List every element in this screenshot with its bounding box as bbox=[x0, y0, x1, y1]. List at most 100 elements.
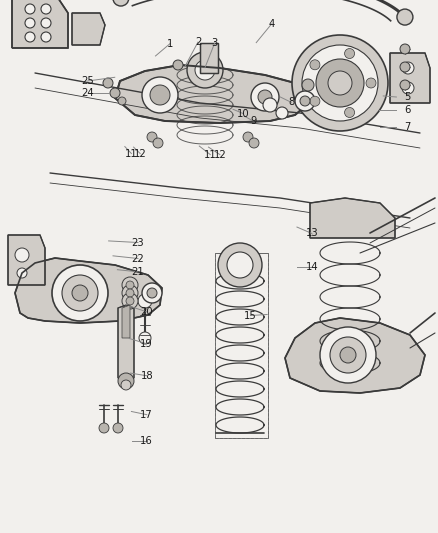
Polygon shape bbox=[200, 43, 218, 73]
Circle shape bbox=[25, 18, 35, 28]
Circle shape bbox=[62, 275, 98, 311]
Text: 10: 10 bbox=[237, 109, 249, 118]
Circle shape bbox=[400, 80, 410, 90]
Circle shape bbox=[126, 281, 134, 289]
Circle shape bbox=[310, 96, 320, 106]
Circle shape bbox=[122, 285, 138, 301]
Text: 5: 5 bbox=[404, 92, 410, 102]
Circle shape bbox=[258, 90, 272, 104]
Text: 12: 12 bbox=[134, 149, 147, 158]
Text: 11: 11 bbox=[204, 150, 217, 159]
Text: 20: 20 bbox=[141, 307, 153, 317]
Polygon shape bbox=[8, 235, 45, 285]
Text: 18: 18 bbox=[141, 371, 153, 381]
Circle shape bbox=[400, 62, 410, 72]
Text: 22: 22 bbox=[131, 254, 145, 263]
Circle shape bbox=[150, 85, 170, 105]
Text: 17: 17 bbox=[140, 410, 153, 419]
Text: 12: 12 bbox=[213, 150, 226, 159]
Circle shape bbox=[295, 91, 315, 111]
Text: 25: 25 bbox=[81, 76, 94, 86]
Text: 3: 3 bbox=[212, 38, 218, 48]
Circle shape bbox=[103, 78, 113, 88]
Text: 19: 19 bbox=[140, 339, 153, 349]
Text: 4: 4 bbox=[268, 19, 275, 29]
Text: 7: 7 bbox=[404, 122, 410, 132]
Circle shape bbox=[121, 380, 131, 390]
Polygon shape bbox=[122, 305, 130, 338]
Circle shape bbox=[122, 277, 138, 293]
Circle shape bbox=[249, 138, 259, 148]
Circle shape bbox=[138, 294, 152, 308]
Circle shape bbox=[99, 423, 109, 433]
Circle shape bbox=[25, 32, 35, 42]
Circle shape bbox=[41, 32, 51, 42]
Circle shape bbox=[345, 108, 355, 117]
Circle shape bbox=[118, 97, 126, 105]
Circle shape bbox=[17, 268, 27, 278]
Circle shape bbox=[195, 60, 215, 80]
Circle shape bbox=[251, 83, 279, 111]
Circle shape bbox=[366, 78, 376, 88]
Polygon shape bbox=[115, 65, 315, 123]
Circle shape bbox=[310, 60, 320, 70]
Circle shape bbox=[118, 373, 134, 389]
Text: 13: 13 bbox=[306, 229, 318, 238]
Text: 11: 11 bbox=[125, 149, 138, 158]
Circle shape bbox=[292, 35, 388, 131]
Text: 6: 6 bbox=[404, 106, 410, 115]
Circle shape bbox=[340, 347, 356, 363]
Text: 9: 9 bbox=[250, 116, 256, 126]
Polygon shape bbox=[390, 53, 430, 103]
Circle shape bbox=[320, 327, 376, 383]
Polygon shape bbox=[72, 13, 105, 45]
Circle shape bbox=[142, 283, 162, 303]
Circle shape bbox=[276, 107, 288, 119]
Circle shape bbox=[330, 337, 366, 373]
Circle shape bbox=[173, 60, 183, 70]
Circle shape bbox=[41, 4, 51, 14]
Circle shape bbox=[126, 297, 134, 305]
Circle shape bbox=[147, 288, 157, 298]
Circle shape bbox=[316, 59, 364, 107]
Circle shape bbox=[122, 293, 138, 309]
Circle shape bbox=[41, 18, 51, 28]
Text: 24: 24 bbox=[81, 88, 94, 98]
Circle shape bbox=[263, 98, 277, 112]
Circle shape bbox=[110, 88, 120, 98]
Polygon shape bbox=[118, 305, 134, 378]
Circle shape bbox=[243, 132, 253, 142]
Text: 8: 8 bbox=[288, 98, 294, 107]
Circle shape bbox=[126, 289, 134, 297]
Circle shape bbox=[113, 0, 129, 6]
Circle shape bbox=[397, 9, 413, 25]
Text: 21: 21 bbox=[131, 267, 145, 277]
Circle shape bbox=[218, 243, 262, 287]
Polygon shape bbox=[310, 198, 395, 238]
Text: 15: 15 bbox=[244, 311, 257, 320]
Circle shape bbox=[187, 52, 223, 88]
Circle shape bbox=[15, 248, 29, 262]
Circle shape bbox=[147, 132, 157, 142]
Circle shape bbox=[328, 71, 352, 95]
Circle shape bbox=[113, 423, 123, 433]
Text: 2: 2 bbox=[195, 37, 201, 47]
Circle shape bbox=[227, 252, 253, 278]
Text: 16: 16 bbox=[140, 437, 153, 446]
Circle shape bbox=[25, 4, 35, 14]
Circle shape bbox=[153, 138, 163, 148]
Circle shape bbox=[402, 62, 414, 74]
Text: 14: 14 bbox=[306, 262, 318, 271]
Circle shape bbox=[400, 44, 410, 54]
Circle shape bbox=[139, 332, 151, 344]
Text: 23: 23 bbox=[132, 238, 144, 247]
Circle shape bbox=[402, 82, 414, 94]
Polygon shape bbox=[15, 258, 162, 323]
Circle shape bbox=[72, 285, 88, 301]
Circle shape bbox=[142, 77, 178, 113]
Circle shape bbox=[302, 45, 378, 121]
Circle shape bbox=[300, 96, 310, 106]
Polygon shape bbox=[285, 318, 425, 393]
Circle shape bbox=[52, 265, 108, 321]
Polygon shape bbox=[12, 0, 68, 48]
